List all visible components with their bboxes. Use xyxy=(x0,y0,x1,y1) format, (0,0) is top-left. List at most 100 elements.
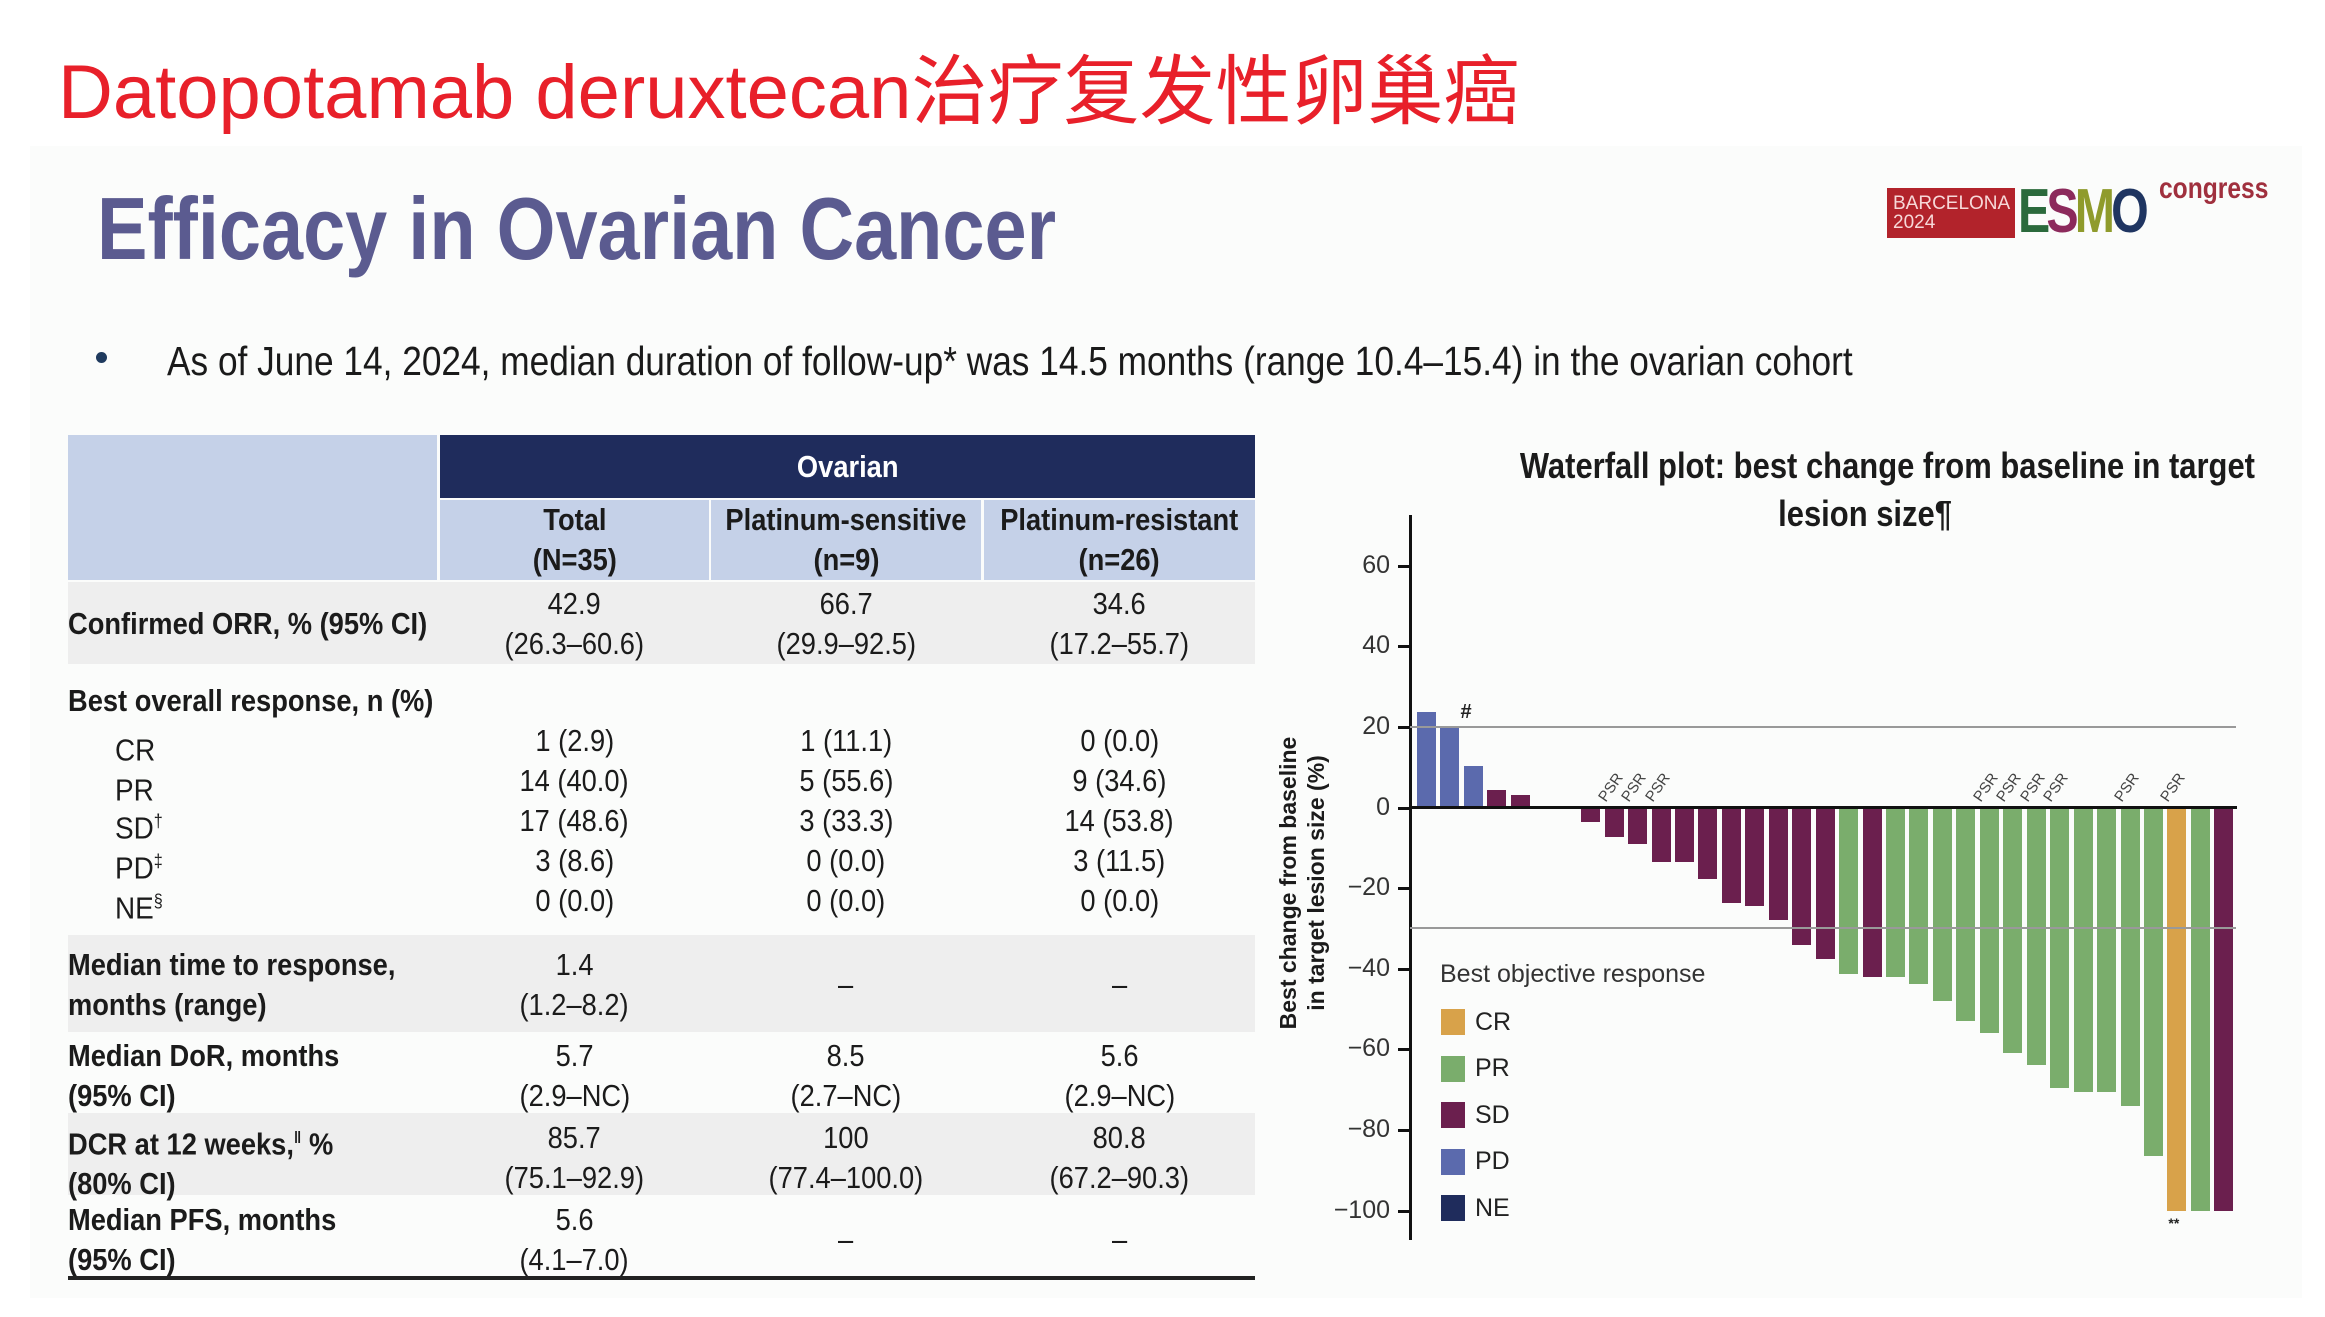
legend-item-pr: PR xyxy=(1441,1054,1510,1083)
y-tick-label: 20 xyxy=(1362,711,1390,740)
y-tick-mark xyxy=(1398,806,1410,810)
column-header-platinum-sensitive: Platinum-sensitive (n=9) xyxy=(711,500,981,580)
y-tick-mark xyxy=(1398,1209,1410,1213)
waterfall-bar xyxy=(1862,807,1882,977)
row-bg xyxy=(68,582,1255,664)
legend-label: PR xyxy=(1475,1054,1510,1082)
reference-line xyxy=(1410,927,2236,930)
esmo-congress-logo: BARCELONA 2024 ESMO congress xyxy=(1887,172,2269,244)
row-bg xyxy=(68,1113,1255,1195)
bor-label-ne: NE§ xyxy=(115,890,163,926)
table-cell: 3 (11.5) xyxy=(1073,843,1166,878)
table-cell: 80.8 (67.2–90.3) xyxy=(1049,1120,1190,1195)
table-cell: 5.6 (2.9–NC) xyxy=(1064,1038,1175,1113)
table-cell: 34.6 (17.2–55.7) xyxy=(1049,586,1190,661)
y-tick-mark xyxy=(1398,725,1410,729)
table-cell: 9 (34.6) xyxy=(1072,763,1167,798)
y-tick-label: 60 xyxy=(1362,550,1390,579)
table-cell: 1 (11.1) xyxy=(799,723,892,758)
page-heading: Datopotamab deruxtecan治疗复发性卵巢癌 xyxy=(58,50,1520,135)
bor-label-sd: SD† xyxy=(115,810,163,846)
slide-title: Efficacy in Ovarian Cancer xyxy=(97,179,1057,278)
y-tick-mark xyxy=(1398,645,1410,649)
bullet-icon xyxy=(96,352,107,363)
row-label-bor: Best overall response, n (%) xyxy=(68,683,434,718)
table-cell: – xyxy=(1111,1222,1128,1257)
y-tick-label: −80 xyxy=(1347,1114,1390,1143)
legend-label: PD xyxy=(1475,1147,1510,1175)
row-bg xyxy=(68,935,1255,1032)
bor-label-pd: PD‡ xyxy=(115,850,163,886)
table-cell: 5 (55.6) xyxy=(798,763,894,798)
y-tick-mark xyxy=(1398,1048,1410,1052)
reference-line xyxy=(1410,725,2236,728)
y-tick-label: 40 xyxy=(1362,631,1390,660)
bar-annotation: ** xyxy=(2168,1214,2180,1231)
table-corner-cell xyxy=(68,435,437,580)
table-cell: 42.9 (26.3–60.6) xyxy=(504,586,645,661)
legend-item-pd: PD xyxy=(1441,1147,1510,1176)
table-cell: 1.4 (1.2–8.2) xyxy=(519,947,630,1022)
table-cell: 8.5 (2.7–NC) xyxy=(790,1038,902,1113)
row-label-dor: Median DoR, months (95% CI) xyxy=(68,1038,340,1113)
table-cell: 100 (77.4–100.0) xyxy=(768,1120,924,1195)
y-tick-mark xyxy=(1398,564,1410,568)
table-cell: 0 (0.0) xyxy=(806,843,886,878)
waterfall-bar xyxy=(1886,807,1905,977)
table-cell: 3 (33.3) xyxy=(798,803,894,838)
waterfall-bar xyxy=(2097,807,2117,1093)
waterfall-bar xyxy=(2167,807,2187,1211)
waterfall-bar xyxy=(1604,807,1624,837)
table-cell: 5.6 (4.1–7.0) xyxy=(519,1202,630,1277)
waterfall-bar xyxy=(1510,795,1530,808)
waterfall-bar xyxy=(1698,807,1718,879)
bullet-text: As of June 14, 2024, median duration of … xyxy=(167,338,1853,384)
waterfall-bar xyxy=(1792,807,1812,946)
table-cell: 14 (40.0) xyxy=(519,763,630,798)
legend-item-ne: NE xyxy=(1441,1194,1510,1222)
column-name: Platinum-sensitive xyxy=(725,502,967,537)
waterfall-bar xyxy=(1932,807,1952,1002)
waterfall-bar xyxy=(2120,807,2140,1106)
waterfall-bar xyxy=(1440,726,1460,808)
column-header-platinum-resistant: Platinum-resistant (n=26) xyxy=(984,500,1255,580)
logo-esmo-wordmark: ESMO xyxy=(2018,181,2149,243)
legend-label: NE xyxy=(1475,1193,1510,1222)
y-tick-label: −60 xyxy=(1347,1034,1390,1063)
table-cell: 66.7 (29.9–92.5) xyxy=(776,586,916,661)
bor-label-pr: PR xyxy=(115,772,154,808)
legend-label: CR xyxy=(1475,1007,1512,1036)
y-tick-mark xyxy=(1398,887,1410,891)
y-tick-label: −20 xyxy=(1347,873,1390,902)
logo-year: 2024 xyxy=(1893,212,1936,233)
table-cell: 1 (2.9) xyxy=(535,723,614,758)
y-tick-mark xyxy=(1398,1128,1410,1132)
logo-letter: O xyxy=(2111,177,2149,246)
waterfall-bar xyxy=(1768,807,1788,921)
waterfall-bar xyxy=(1839,807,1859,974)
column-n: (n=26) xyxy=(1078,542,1161,577)
waterfall-bar xyxy=(2143,807,2163,1157)
legend-swatch xyxy=(1441,1195,1465,1221)
table-cell: 14 (53.8) xyxy=(1064,803,1175,838)
legend-swatch xyxy=(1441,1102,1465,1128)
table-cell: – xyxy=(1111,967,1128,1002)
table-cell: – xyxy=(838,1222,854,1257)
logo-congress-text: congress xyxy=(2159,172,2269,205)
waterfall-bar xyxy=(1463,766,1483,808)
group-header-label: Ovarian xyxy=(796,448,899,484)
waterfall-bar xyxy=(2190,807,2210,1211)
waterfall-bar xyxy=(1487,790,1507,808)
y-tick-label: −40 xyxy=(1347,953,1390,982)
column-n: (n=9) xyxy=(813,542,879,577)
legend-label: SD xyxy=(1475,1100,1510,1129)
waterfall-bar xyxy=(1721,807,1741,903)
waterfall-bar xyxy=(1674,807,1694,862)
bor-label-cr: CR xyxy=(115,732,156,768)
waterfall-bar xyxy=(2003,807,2023,1054)
legend-item-sd: SD xyxy=(1441,1101,1510,1129)
column-header-total: Total (N=35) xyxy=(440,500,709,580)
table-cell: 0 (0.0) xyxy=(806,883,886,918)
column-name: Total xyxy=(542,502,607,537)
legend-item-cr: CR xyxy=(1441,1008,1511,1036)
